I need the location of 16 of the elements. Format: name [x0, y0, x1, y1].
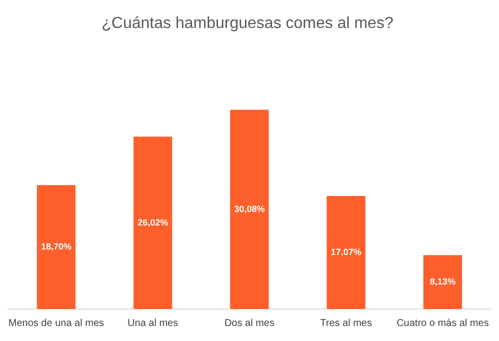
data-label: 8,13% [430, 276, 456, 287]
data-label: 30,08% [234, 204, 265, 214]
bar [36, 185, 76, 309]
x-tick-label: Tres al mes [320, 318, 372, 329]
x-tick-label: Una al mes [128, 318, 178, 329]
bar [230, 110, 269, 309]
bar [134, 136, 172, 309]
bar [326, 196, 366, 309]
x-tick-label: Dos al mes [224, 318, 274, 329]
chart-title: ¿Cuántas hamburguesas comes al mes? [102, 15, 394, 32]
bar [423, 255, 462, 309]
x-tick-label: Cuatro o más al mes [396, 318, 489, 329]
x-tick-label: Menos de una al mes [8, 318, 104, 329]
data-label: 26,02% [138, 217, 168, 228]
data-label: 18,70% [40, 242, 72, 252]
data-label: 17,07% [330, 246, 362, 257]
